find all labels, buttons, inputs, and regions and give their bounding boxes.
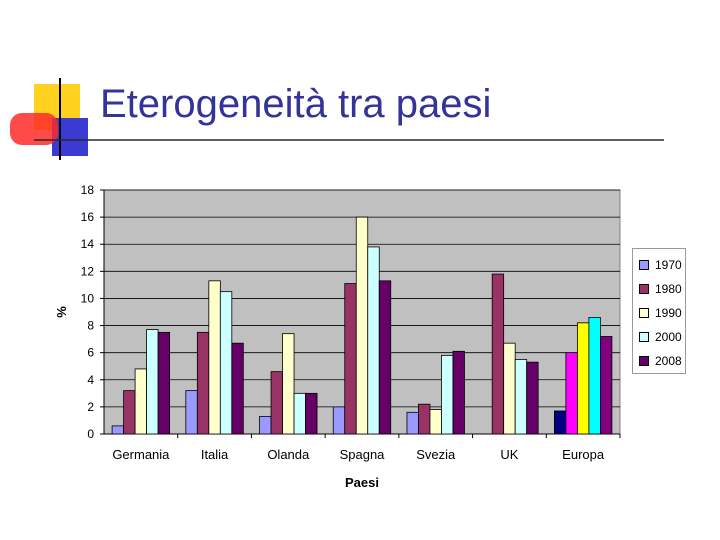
- x-tick-label: Europa: [562, 447, 605, 462]
- bar-spagna-1970: [332, 406, 346, 435]
- page-title: Eterogeneità tra paesi: [100, 82, 492, 126]
- bar-spagna-1980: [344, 283, 357, 435]
- bar-olanda-1990: [282, 333, 295, 435]
- bar-europa-2008: [599, 335, 613, 435]
- x-tick-label: Germania: [112, 447, 170, 462]
- legend-label: 1990: [655, 306, 682, 320]
- bar-spagna-1990: [355, 216, 369, 435]
- y-axis-title: %: [54, 306, 69, 318]
- bar-uk-1990: [503, 342, 516, 435]
- bar-svezia-2000: [441, 354, 454, 435]
- y-tick-label: 4: [87, 373, 94, 387]
- bar-germania-1970: [111, 425, 125, 435]
- legend-label: 1980: [655, 282, 682, 296]
- x-axis-title: Paesi: [345, 475, 379, 490]
- legend-label: 2008: [655, 354, 682, 368]
- legend-item-1980: 1980: [639, 277, 685, 301]
- bar-spagna-2008: [378, 280, 392, 435]
- bar-uk-2000: [514, 359, 528, 435]
- bar-olanda-1970: [259, 415, 272, 435]
- bar-italia-1980: [196, 331, 210, 435]
- y-tick-label: 16: [81, 210, 95, 224]
- y-tick-label: 8: [87, 319, 94, 333]
- legend-item-1990: 1990: [639, 301, 685, 325]
- y-tick-label: 0: [87, 427, 94, 441]
- bar-olanda-2008: [305, 392, 318, 435]
- title-decoration: [10, 78, 664, 160]
- bar-svezia-1990: [429, 409, 442, 435]
- bar-italia-2000: [219, 291, 233, 435]
- bar-olanda-1980: [270, 371, 283, 435]
- bar-germania-2000: [146, 329, 159, 435]
- x-tick-label: Spagna: [340, 447, 386, 462]
- bar-svezia-1970: [406, 411, 419, 435]
- legend-swatch: [639, 356, 649, 366]
- legend-label: 1970: [655, 258, 682, 272]
- bar-uk-1980: [491, 273, 505, 435]
- bar-europa-1990: [576, 322, 590, 435]
- bar-olanda-2000: [293, 392, 306, 435]
- bar-svezia-1980: [418, 403, 431, 435]
- bar-europa-2000: [588, 317, 601, 435]
- legend-item-1970: 1970: [639, 253, 685, 277]
- legend-item-2008: 2008: [639, 349, 685, 373]
- bar-svezia-2008: [452, 350, 465, 435]
- bar-italia-1970: [185, 390, 198, 435]
- bar-europa-1970: [553, 410, 567, 435]
- x-tick-label: Italia: [201, 447, 229, 462]
- bar-europa-1980: [565, 352, 578, 435]
- deco-blue-square: [52, 118, 88, 156]
- deco-red-bar: [10, 113, 58, 145]
- legend-label: 2000: [655, 330, 682, 344]
- x-tick-label: Svezia: [416, 447, 456, 462]
- chart-legend: 1970 1980 1990 2000 2008: [632, 248, 686, 374]
- y-tick-label: 2: [87, 400, 94, 414]
- bar-spagna-2000: [367, 246, 380, 435]
- x-tick-label: Olanda: [267, 447, 310, 462]
- x-tick-label: UK: [500, 447, 518, 462]
- bar-germania-1990: [134, 368, 148, 435]
- y-tick-label: 12: [81, 264, 95, 278]
- legend-swatch: [639, 260, 649, 270]
- bar-germania-2008: [157, 331, 171, 435]
- legend-swatch: [639, 332, 649, 342]
- bar-italia-1990: [208, 280, 221, 435]
- y-tick-label: 18: [81, 183, 95, 197]
- bar-uk-2008: [526, 361, 539, 435]
- y-tick-label: 10: [81, 291, 95, 305]
- bar-italia-2008: [231, 342, 244, 435]
- bar-germania-1980: [123, 390, 136, 435]
- y-tick-label: 14: [81, 237, 95, 251]
- legend-swatch: [639, 284, 649, 294]
- legend-swatch: [639, 308, 649, 318]
- legend-item-2000: 2000: [639, 325, 685, 349]
- y-tick-label: 6: [87, 346, 94, 360]
